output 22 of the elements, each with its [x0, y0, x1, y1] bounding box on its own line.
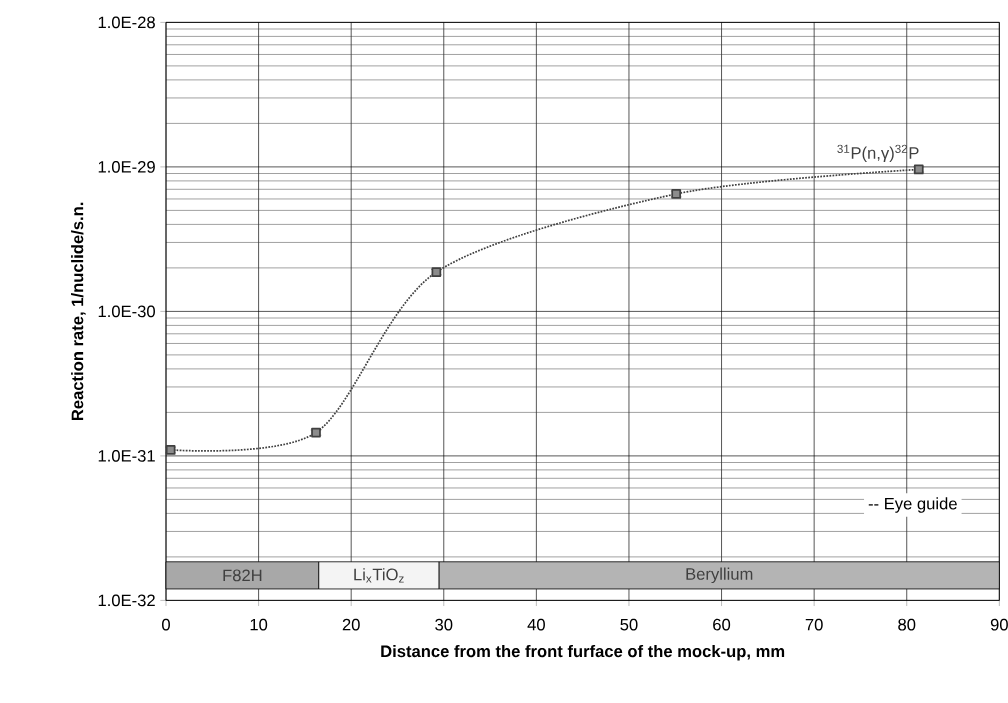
x-tick-label: 40: [527, 618, 545, 631]
y-tick-label: 1.0E-32: [98, 594, 155, 607]
x-tick-label: 90: [990, 618, 1008, 631]
x-tick-label: 30: [435, 618, 453, 631]
y-tick-label: 1.0E-30: [98, 305, 155, 318]
x-tick-label: 70: [805, 618, 823, 631]
x-tick-label: 10: [250, 618, 268, 631]
band-label: Beryllium: [686, 567, 753, 584]
annotation: -- Eye guide: [868, 497, 957, 513]
x-tick-label: 50: [620, 618, 638, 631]
band-label: Li$_{x}$TiO$_{z}$: [354, 568, 404, 583]
y-axis-title: Reaction rate, 1/nuclide/s.n.: [71, 202, 86, 421]
x-tick-label: 0: [162, 618, 170, 631]
point: [165, 445, 176, 455]
x-tick-label: 20: [342, 618, 360, 631]
y-tick-label: 1.0E-29: [98, 161, 155, 173]
x-tick-label: 60: [713, 618, 731, 631]
band-label: F82H: [223, 569, 262, 582]
x-axis-title: Distance from the front furface of the mock-up, mm: [381, 644, 785, 661]
y-tick-label: 1.0E-28: [98, 16, 155, 29]
x-tick-label: 80: [898, 618, 916, 631]
y-tick-label: 1.0E-31: [98, 450, 155, 462]
